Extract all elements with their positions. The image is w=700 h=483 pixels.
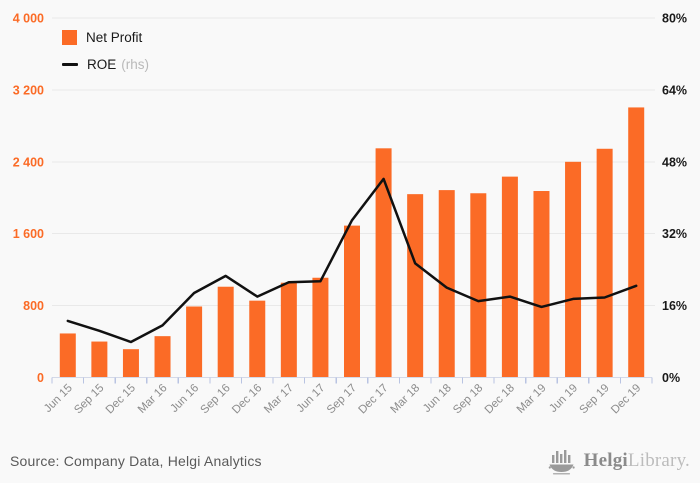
net-profit-bar xyxy=(407,194,424,378)
legend-item-net-profit: Net Profit xyxy=(62,24,149,51)
x-axis-category-label: Jun 17 xyxy=(295,382,328,415)
legend-item-roe: ROE (rhs) xyxy=(62,51,149,78)
x-axis-category-label: Dec 16 xyxy=(230,382,264,416)
logo-text-library: Library. xyxy=(627,449,690,471)
left-axis-tick-label: 800 xyxy=(23,299,44,313)
net-profit-bar xyxy=(59,333,76,378)
net-profit-bar xyxy=(596,148,613,378)
net-profit-bar xyxy=(122,349,139,378)
roe-legend-suffix: (rhs) xyxy=(121,57,150,72)
right-axis-tick-label: 64% xyxy=(662,83,687,97)
x-axis-category-label: Sep 18 xyxy=(451,382,485,416)
net-profit-bar xyxy=(186,306,203,378)
ship-bars-icon xyxy=(548,449,575,474)
roe-line xyxy=(66,177,638,344)
x-axis-category-label: Jun 18 xyxy=(421,382,454,415)
net-profit-bar xyxy=(249,300,266,378)
net-profit-bar xyxy=(217,286,234,378)
logo-text-helgi: Helgi xyxy=(583,449,628,471)
right-axis-tick-label: 0% xyxy=(662,371,680,385)
chart-area: 0 0% 800 16% 1 600 32% 2 400 48% 3 200 64% 4 000 80… xyxy=(13,12,687,417)
net-profit-bar xyxy=(312,277,329,378)
x-axis-category-label: Dec 19 xyxy=(609,382,643,416)
x-axis-category-label: Mar 19 xyxy=(515,382,549,416)
net-profit-bar xyxy=(154,336,171,378)
net-profit-bar xyxy=(344,225,360,378)
net-profit-bar xyxy=(565,161,582,378)
net-profit-bar xyxy=(470,193,487,378)
net-profit-bar xyxy=(628,107,645,378)
net-profit-bar xyxy=(91,341,108,378)
x-axis-category-label: Sep 15 xyxy=(72,382,106,416)
x-axis-category-label: Sep 16 xyxy=(199,382,233,416)
logo-text: HelgiLibrary. xyxy=(584,450,690,472)
chart-footer: Source: Company Data, Helgi Analytics He… xyxy=(0,438,700,483)
x-axis-category-label: Dec 17 xyxy=(356,382,390,416)
right-axis-tick-label: 16% xyxy=(662,299,687,313)
x-axis-category-label: Mar 16 xyxy=(136,382,170,416)
left-axis-tick-label: 1 600 xyxy=(13,227,44,241)
net-profit-bar xyxy=(501,176,518,378)
x-axis-category-label: Jun 16 xyxy=(168,382,201,415)
chart-legend: Net Profit ROE (rhs) xyxy=(62,24,149,78)
x-axis-category-label: Jun 15 xyxy=(42,382,75,415)
net-profit-bar xyxy=(375,148,392,378)
helgi-library-logo[interactable]: HelgiLibrary. xyxy=(548,446,690,476)
x-axis-category-label: Dec 18 xyxy=(483,382,517,416)
right-axis-tick-label: 48% xyxy=(662,155,687,169)
source-note: Source: Company Data, Helgi Analytics xyxy=(10,452,262,469)
x-axis-category-label: Mar 18 xyxy=(388,382,422,416)
roe-line-swatch xyxy=(62,63,78,66)
left-axis-tick-label: 0 xyxy=(37,371,44,385)
x-axis-category-label: Sep 17 xyxy=(325,382,359,416)
net-profit-bar xyxy=(533,191,550,378)
x-axis-category-label: Dec 15 xyxy=(104,382,138,416)
left-axis-tick-label: 3 200 xyxy=(13,83,44,97)
x-axis-category-label: Mar 17 xyxy=(262,382,296,416)
net-profit-bar xyxy=(438,190,455,378)
net-profit-legend-label: Net Profit xyxy=(86,30,143,45)
roe-legend-label: ROE xyxy=(87,57,117,72)
net-profit-swatch xyxy=(62,30,77,45)
x-axis-category-label: Sep 19 xyxy=(577,382,611,416)
net-profit-roe-chart: 0 0% 800 16% 1 600 32% 2 400 48% 3 200 64% 4 000 80… xyxy=(13,12,687,417)
x-axis-category-label: Jun 19 xyxy=(547,382,580,415)
right-axis-tick-label: 32% xyxy=(662,227,687,241)
net-profit-bar xyxy=(280,282,297,378)
left-axis-tick-label: 4 000 xyxy=(13,12,44,26)
right-axis-tick-label: 80% xyxy=(662,12,687,26)
left-axis-tick-label: 2 400 xyxy=(13,155,44,169)
